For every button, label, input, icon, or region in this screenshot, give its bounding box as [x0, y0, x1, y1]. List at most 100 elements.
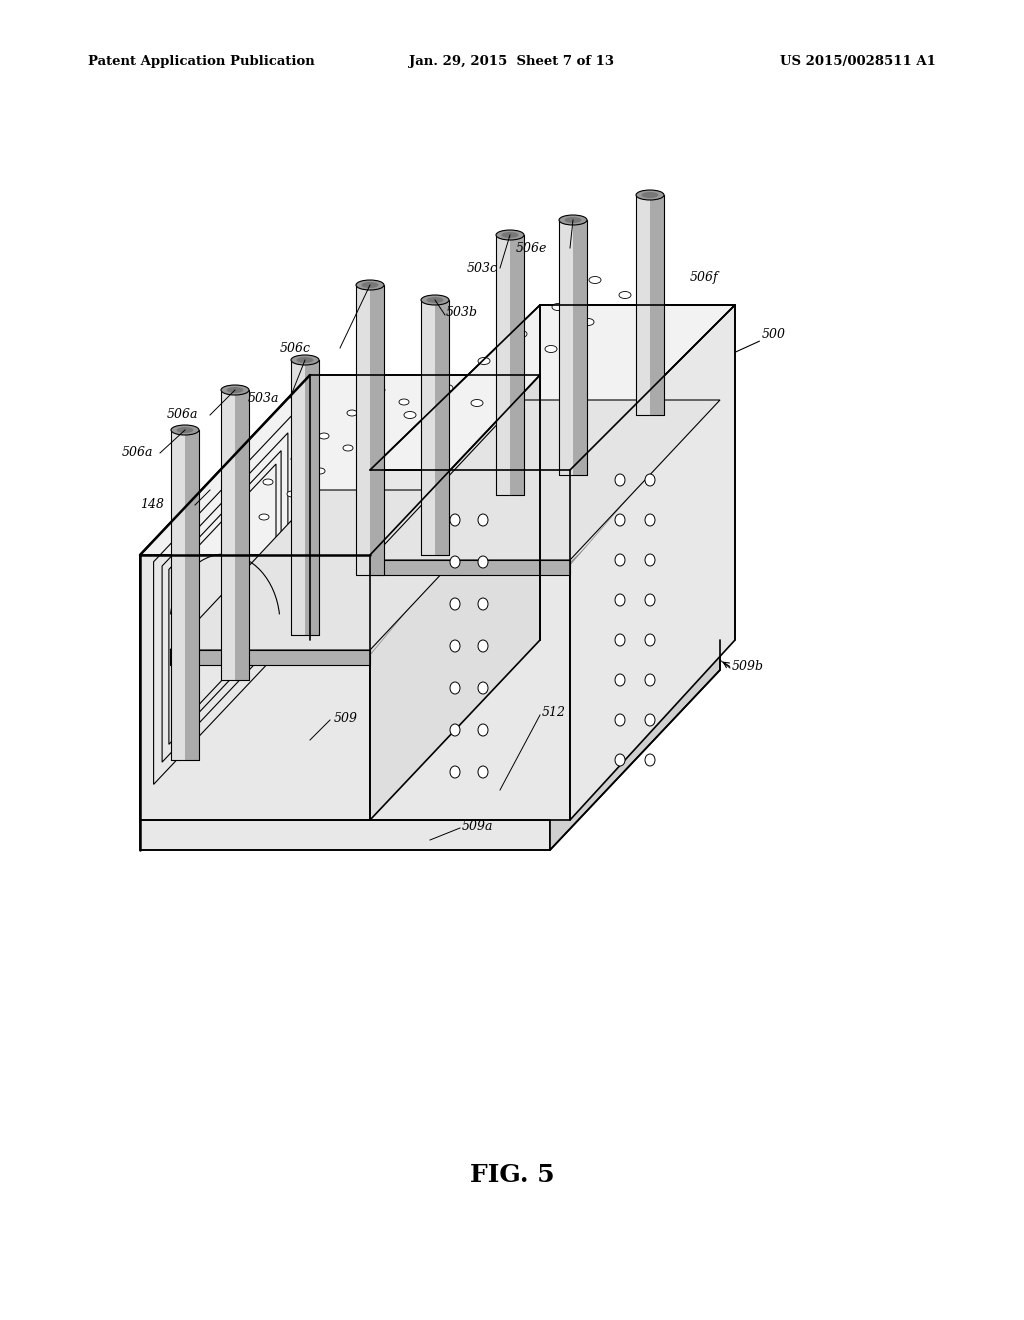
Ellipse shape: [615, 594, 625, 606]
Ellipse shape: [615, 474, 625, 486]
Ellipse shape: [226, 387, 244, 393]
Polygon shape: [170, 649, 370, 665]
Ellipse shape: [434, 426, 446, 433]
Ellipse shape: [399, 399, 409, 405]
Text: FIG. 5: FIG. 5: [470, 1163, 554, 1187]
Ellipse shape: [315, 469, 325, 474]
Ellipse shape: [478, 723, 488, 737]
Polygon shape: [140, 375, 310, 820]
Text: 148: 148: [140, 499, 164, 511]
Ellipse shape: [361, 282, 379, 288]
Ellipse shape: [478, 640, 488, 652]
Ellipse shape: [287, 491, 297, 498]
Ellipse shape: [564, 216, 582, 223]
Text: 506c: 506c: [280, 342, 311, 355]
Ellipse shape: [645, 675, 655, 686]
Ellipse shape: [259, 513, 269, 520]
Text: 509: 509: [334, 711, 358, 725]
Ellipse shape: [559, 215, 587, 224]
Ellipse shape: [450, 556, 460, 568]
Ellipse shape: [450, 640, 460, 652]
Ellipse shape: [450, 766, 460, 777]
Ellipse shape: [234, 502, 245, 508]
Ellipse shape: [502, 232, 518, 238]
Ellipse shape: [645, 754, 655, 766]
Text: 503c: 503c: [467, 261, 498, 275]
Text: Jan. 29, 2015  Sheet 7 of 13: Jan. 29, 2015 Sheet 7 of 13: [410, 55, 614, 69]
Ellipse shape: [347, 411, 357, 416]
Polygon shape: [550, 640, 720, 850]
Polygon shape: [435, 300, 449, 554]
Ellipse shape: [319, 433, 329, 440]
Polygon shape: [234, 389, 249, 680]
Polygon shape: [140, 375, 540, 554]
Ellipse shape: [636, 190, 664, 201]
Polygon shape: [573, 220, 587, 475]
Ellipse shape: [421, 294, 449, 305]
Ellipse shape: [645, 513, 655, 525]
Polygon shape: [370, 560, 570, 576]
Polygon shape: [185, 430, 199, 760]
Ellipse shape: [642, 191, 658, 198]
Ellipse shape: [221, 385, 249, 395]
Polygon shape: [370, 375, 540, 820]
Ellipse shape: [615, 554, 625, 566]
Polygon shape: [305, 360, 319, 635]
Ellipse shape: [508, 372, 520, 380]
Polygon shape: [140, 820, 550, 850]
Polygon shape: [510, 235, 524, 495]
Text: 503a: 503a: [248, 392, 280, 404]
Ellipse shape: [375, 387, 385, 393]
Ellipse shape: [515, 330, 527, 338]
Ellipse shape: [478, 556, 488, 568]
Polygon shape: [140, 554, 370, 820]
Text: 506a: 506a: [122, 446, 154, 459]
Ellipse shape: [263, 479, 273, 484]
Text: Patent Application Publication: Patent Application Publication: [88, 55, 314, 69]
Ellipse shape: [645, 474, 655, 486]
Ellipse shape: [478, 513, 488, 525]
Text: 512: 512: [542, 706, 566, 719]
Ellipse shape: [582, 318, 594, 326]
Polygon shape: [421, 300, 435, 554]
Polygon shape: [221, 389, 234, 680]
Ellipse shape: [645, 714, 655, 726]
Ellipse shape: [478, 766, 488, 777]
Text: 506a: 506a: [167, 408, 199, 421]
Polygon shape: [496, 235, 524, 495]
Polygon shape: [559, 220, 573, 475]
Ellipse shape: [450, 723, 460, 737]
Ellipse shape: [615, 675, 625, 686]
Polygon shape: [421, 300, 449, 554]
Ellipse shape: [545, 346, 557, 352]
Ellipse shape: [356, 280, 384, 290]
Ellipse shape: [478, 682, 488, 694]
Ellipse shape: [343, 445, 353, 451]
Ellipse shape: [496, 230, 524, 240]
Polygon shape: [370, 305, 735, 470]
Polygon shape: [171, 430, 199, 760]
Polygon shape: [636, 195, 650, 414]
Ellipse shape: [618, 292, 631, 298]
Ellipse shape: [441, 384, 453, 392]
Ellipse shape: [427, 297, 443, 304]
Polygon shape: [650, 195, 664, 414]
Polygon shape: [170, 490, 520, 649]
Ellipse shape: [478, 598, 488, 610]
Ellipse shape: [615, 634, 625, 645]
Text: 509b: 509b: [732, 660, 764, 672]
Ellipse shape: [291, 355, 319, 366]
Polygon shape: [291, 360, 305, 635]
Ellipse shape: [615, 714, 625, 726]
Ellipse shape: [645, 554, 655, 566]
Ellipse shape: [589, 276, 601, 284]
Polygon shape: [291, 360, 319, 635]
Text: 500: 500: [762, 329, 786, 342]
Ellipse shape: [552, 304, 564, 310]
Text: US 2015/0028511 A1: US 2015/0028511 A1: [780, 55, 936, 69]
Ellipse shape: [171, 425, 199, 436]
Ellipse shape: [478, 358, 490, 364]
Ellipse shape: [176, 426, 194, 433]
Ellipse shape: [471, 400, 483, 407]
Text: 503b: 503b: [446, 306, 478, 319]
